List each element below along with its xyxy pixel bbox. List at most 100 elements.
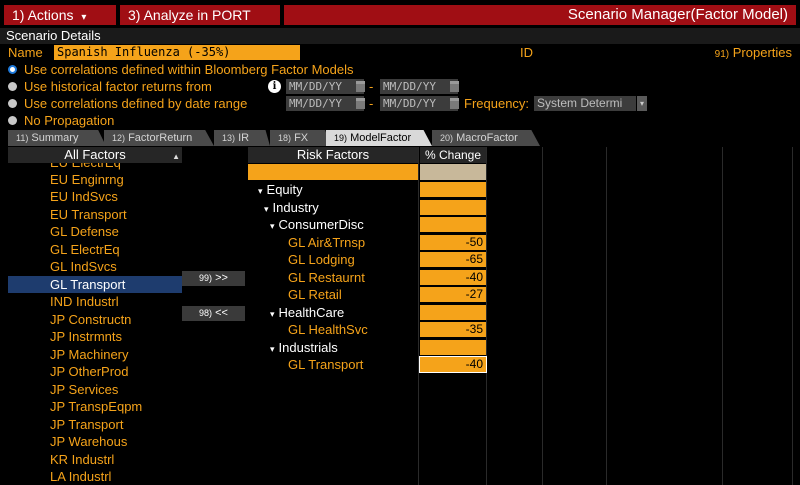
calendar-icon[interactable] xyxy=(356,81,365,92)
tree-row-air-trnsp[interactable]: GL Air&Trnsp -50 xyxy=(246,234,800,251)
list-item-selected[interactable]: GL Transport xyxy=(8,276,182,293)
pct-change-cell[interactable]: -65 xyxy=(420,252,486,267)
list-item[interactable]: GL IndSvcs xyxy=(50,259,117,274)
tab-label: Summary xyxy=(31,132,79,144)
actions-num: 1) xyxy=(12,7,25,23)
pct-change-filter-input[interactable] xyxy=(420,164,486,180)
tab-num: 12) xyxy=(112,133,126,143)
tree-row-restaurant[interactable]: GL Restaurnt -40 xyxy=(246,269,800,286)
grid-divider xyxy=(486,147,487,485)
tab-macro-factor[interactable]: 20) MacroFactor xyxy=(432,130,540,146)
radio-selected-icon[interactable] xyxy=(8,65,17,74)
date-dash: - xyxy=(369,96,374,111)
pct-change-cell[interactable]: -35 xyxy=(420,322,486,337)
option-bloomberg-correlations[interactable]: Use correlations defined within Bloomber… xyxy=(0,61,800,78)
tree-row-retail[interactable]: GL Retail -27 xyxy=(246,286,800,303)
actions-menu-button[interactable]: 1) Actions ▾ xyxy=(4,5,116,25)
list-item[interactable]: IND Industrl xyxy=(50,294,119,309)
remove-label: << xyxy=(215,307,228,319)
scenario-name-input[interactable]: Spanish Influenza (-35%) xyxy=(54,45,300,60)
all-factors-list[interactable]: EU ElectrEq EU Enginrng EU IndSvcs EU Tr… xyxy=(8,163,182,485)
list-item[interactable]: EU Transport xyxy=(50,207,127,222)
pct-change-cell[interactable] xyxy=(420,182,486,197)
list-item[interactable]: EU ElectrEq xyxy=(8,163,182,171)
grid-divider xyxy=(722,147,723,485)
tab-factor-return[interactable]: 12) FactorReturn xyxy=(104,130,214,146)
pct-change-cell[interactable]: -40 xyxy=(420,270,486,285)
option-no-propagation[interactable]: No Propagation xyxy=(0,112,800,129)
list-item[interactable]: KR Industrl xyxy=(50,452,115,467)
tab-ir[interactable]: 13) IR xyxy=(214,130,270,146)
pct-change-cell[interactable]: -40 xyxy=(419,356,487,373)
tree-row-healthsvc[interactable]: GL HealthSvc -35 xyxy=(246,321,800,338)
tree-row-equity[interactable]: ▾ Equity xyxy=(246,181,800,198)
node-text: Industrials xyxy=(278,340,338,355)
tree-row-lodging[interactable]: GL Lodging -65 xyxy=(246,251,800,268)
chevron-down-icon: ▾ xyxy=(81,12,87,23)
tab-label: ModelFactor xyxy=(350,132,412,144)
range-end-date-input[interactable]: MM/DD/YY xyxy=(380,96,458,111)
pct-change-cell[interactable] xyxy=(420,305,486,320)
tree-row-industrials[interactable]: ▾ Industrials xyxy=(246,339,800,356)
tab-fx[interactable]: 18) FX xyxy=(270,130,330,146)
radio-icon[interactable] xyxy=(8,116,17,125)
list-item[interactable]: JP OtherProd xyxy=(50,364,129,379)
historical-start-date-input[interactable]: MM/DD/YY xyxy=(286,79,364,94)
list-item[interactable]: JP Constructn xyxy=(50,312,132,327)
grid-divider xyxy=(542,147,543,485)
range-start-date-input[interactable]: MM/DD/YY xyxy=(286,96,364,111)
list-item[interactable]: JP Instrmnts xyxy=(50,329,123,344)
name-label: Name xyxy=(8,45,43,60)
properties-link[interactable]: 91) Properties xyxy=(715,44,792,63)
info-icon[interactable]: i xyxy=(268,80,281,93)
list-item[interactable]: JP Transport xyxy=(50,417,124,432)
calendar-icon[interactable] xyxy=(450,98,459,109)
calendar-icon[interactable] xyxy=(356,98,365,109)
list-item[interactable]: JP Machinery xyxy=(50,347,129,362)
tree-node-label: ▾ HealthCare xyxy=(270,304,344,323)
actions-label: Actions xyxy=(27,7,74,23)
remove-factor-button[interactable]: 98) << xyxy=(182,306,245,321)
tab-summary[interactable]: 11) Summary xyxy=(8,130,106,146)
pct-change-cell[interactable]: -50 xyxy=(420,235,486,250)
calendar-icon[interactable] xyxy=(450,81,459,92)
radio-icon[interactable] xyxy=(8,99,17,108)
risk-factors-header: Risk Factors xyxy=(248,147,418,163)
frequency-select[interactable]: System Determi xyxy=(534,96,636,111)
chevron-down-icon[interactable]: ▾ xyxy=(637,96,647,111)
scenario-details-header: Scenario Details xyxy=(0,28,800,44)
node-text: ConsumerDisc xyxy=(278,217,364,232)
list-item[interactable]: EU Enginrng xyxy=(50,172,124,187)
analyze-label: Analyze in PORT xyxy=(143,7,251,23)
list-item[interactable]: JP TranspEqpm xyxy=(50,399,143,414)
pct-change-cell[interactable]: -27 xyxy=(420,287,486,302)
tab-model-factor[interactable]: 19) ModelFactor xyxy=(326,130,432,146)
pct-change-cell[interactable] xyxy=(420,200,486,215)
tree-row-healthcare[interactable]: ▾ HealthCare xyxy=(246,304,800,321)
caret-down-icon: ▾ xyxy=(270,344,275,354)
add-factor-button[interactable]: 99) >> xyxy=(182,271,245,286)
tree-row-consumer-disc[interactable]: ▾ ConsumerDisc xyxy=(246,216,800,233)
radio-icon[interactable] xyxy=(8,82,17,91)
risk-factor-filter-input[interactable] xyxy=(248,164,418,180)
tree-row-transport[interactable]: GL Transport -40 xyxy=(246,356,800,373)
list-item[interactable]: LA Industrl xyxy=(50,469,112,484)
caret-down-icon: ▾ xyxy=(258,186,263,196)
scroll-up-icon[interactable]: ▲ xyxy=(172,152,180,161)
list-item[interactable]: GL Defense xyxy=(50,224,119,239)
tree-node-label: ▾ Equity xyxy=(258,181,303,200)
tree-leaf-label: GL Retail xyxy=(288,287,342,302)
pct-change-cell[interactable] xyxy=(420,340,486,355)
tree-row-industry[interactable]: ▾ Industry xyxy=(246,199,800,216)
option-label: Use historical factor returns from xyxy=(24,79,212,94)
list-item[interactable]: EU IndSvcs xyxy=(50,189,118,204)
pct-change-cell[interactable] xyxy=(420,217,486,232)
historical-end-date-input[interactable]: MM/DD/YY xyxy=(380,79,458,94)
analyze-in-port-button[interactable]: 3) Analyze in PORT xyxy=(120,5,280,25)
tab-bar: 11) Summary 12) FactorReturn 13) IR 18) … xyxy=(0,130,800,146)
caret-down-icon: ▾ xyxy=(270,221,275,231)
list-item[interactable]: JP Services xyxy=(50,382,119,397)
list-item[interactable]: GL ElectrEq xyxy=(50,242,120,257)
list-item[interactable]: JP Warehous xyxy=(50,434,128,449)
add-num: 99) xyxy=(199,273,213,283)
